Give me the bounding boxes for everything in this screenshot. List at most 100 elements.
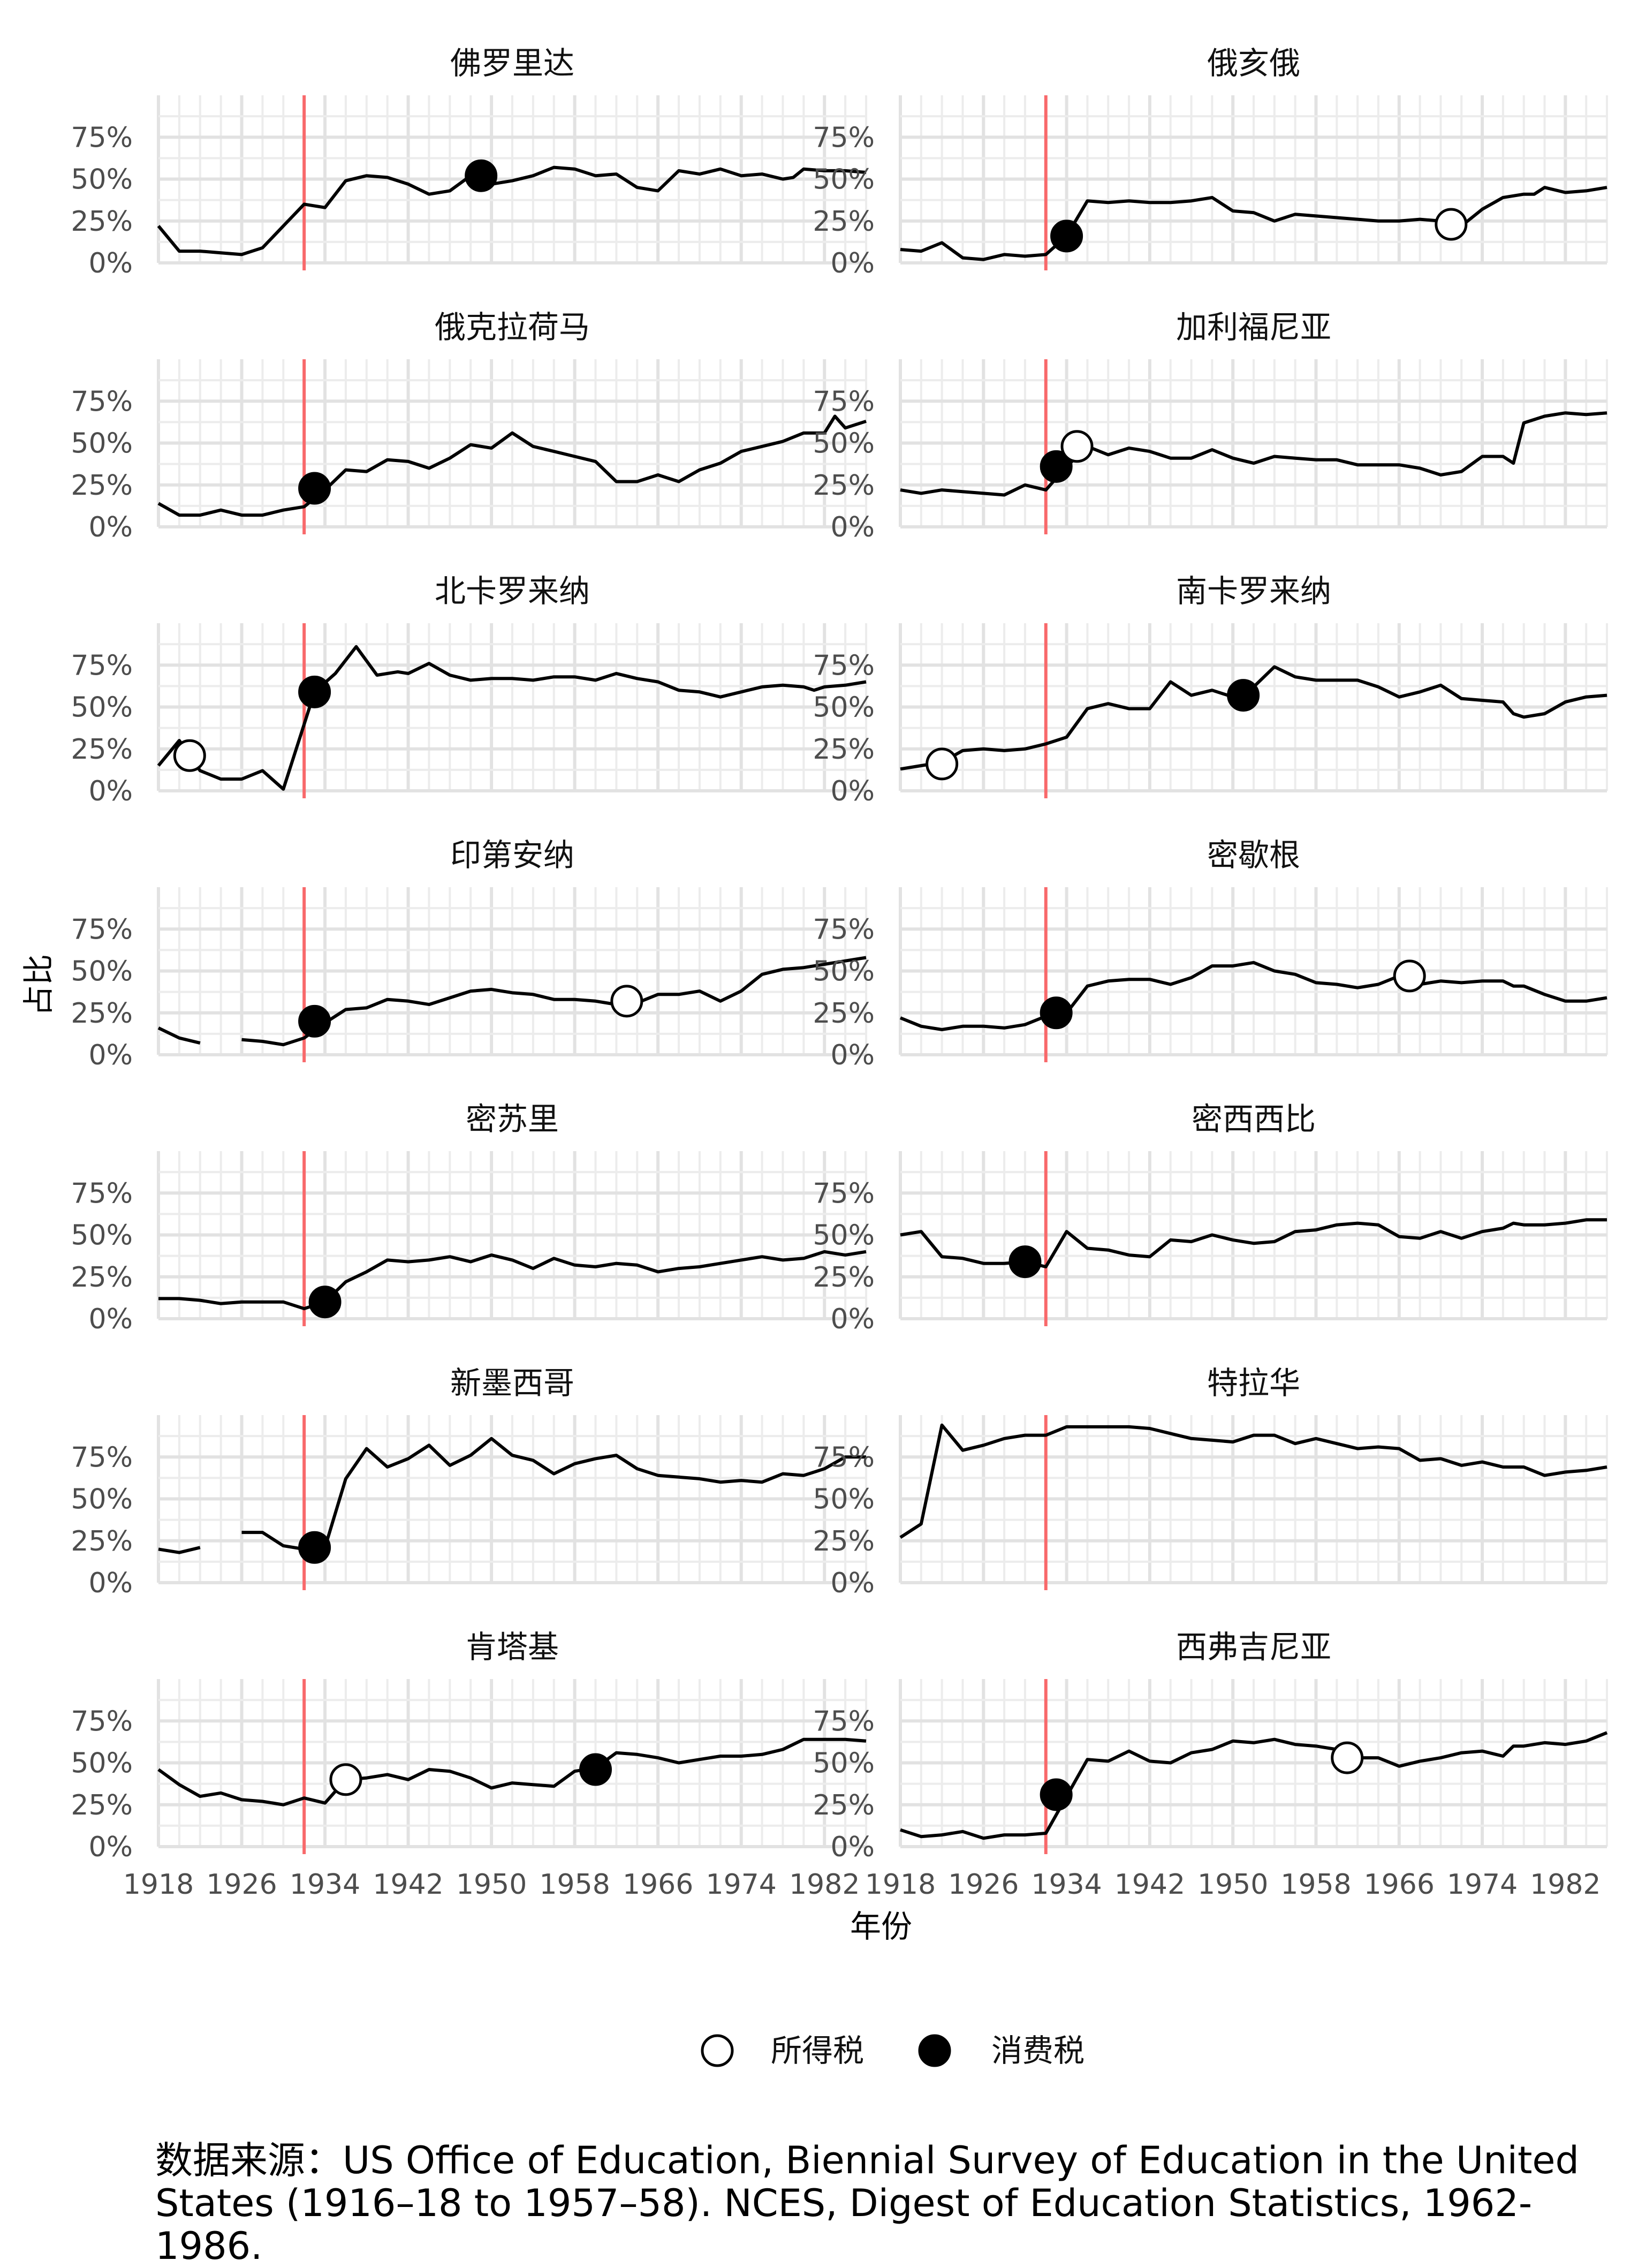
panel: 密歇根 0% 25% 50% 75% — [813, 837, 1608, 1071]
sales-tax-marker — [1050, 220, 1083, 253]
y-tick-label: 25% — [71, 1525, 133, 1558]
y-tick-label: 0% — [831, 511, 875, 543]
panel-title: 西弗吉尼亚 — [1176, 1629, 1331, 1665]
panel: 印第安纳 0% 25% 50% 75% — [71, 837, 867, 1071]
y-tick-label: 0% — [89, 1831, 133, 1863]
panel: 南卡罗来纳 0% 25% 50% 75% — [813, 573, 1608, 807]
series-line — [157, 1737, 867, 1806]
panel: 密苏里 0% 25% 50% 75% — [71, 1101, 867, 1335]
legend-label: 所得税 — [771, 2032, 864, 2069]
panel: 加利福尼亚 0% 25% 50% 75% — [813, 309, 1608, 543]
x-tick-label: 1966 — [623, 1869, 693, 1901]
y-tick-label: 25% — [71, 1789, 133, 1821]
panel: 佛罗里达 0% 25% 50% 75% — [71, 45, 867, 279]
panel-title: 俄亥俄 — [1207, 45, 1300, 81]
y-tick-label: 50% — [813, 1220, 875, 1252]
panel: 密西西比 0% 25% 50% 75% — [813, 1101, 1608, 1335]
y-tick-label: 25% — [813, 997, 875, 1030]
panel: 俄克拉荷马 0% 25% 50% 75% — [71, 309, 867, 543]
legend-label: 消费税 — [991, 2032, 1085, 2069]
legend-sales-tax-icon — [918, 2034, 951, 2067]
y-tick-label: 75% — [71, 385, 133, 418]
income-tax-marker — [1331, 1741, 1364, 1774]
y-tick-label: 50% — [813, 956, 875, 988]
x-tick-label: 1918 — [865, 1869, 936, 1901]
y-tick-label: 0% — [89, 775, 133, 807]
series-line — [900, 1731, 1608, 1840]
sales-tax-marker — [298, 675, 331, 708]
y-tick-label: 50% — [813, 428, 875, 460]
series-line — [900, 186, 1607, 261]
series-line — [158, 1437, 866, 1554]
y-tick-label: 0% — [831, 1831, 875, 1863]
sales-tax-marker — [579, 1753, 612, 1786]
x-tick-label: 1974 — [1447, 1869, 1518, 1901]
y-tick-label: 50% — [813, 692, 875, 724]
y-tick-label: 50% — [71, 1220, 133, 1252]
series-line — [900, 665, 1607, 771]
panel-title: 佛罗里达 — [450, 45, 574, 81]
y-tick-label: 75% — [813, 122, 875, 154]
y-tick-label: 25% — [813, 1789, 875, 1821]
sales-tax-marker — [308, 1286, 342, 1319]
panel-title: 南卡罗来纳 — [1176, 573, 1331, 609]
x-tick-label: 1934 — [1031, 1869, 1102, 1901]
x-tick-label: 1958 — [539, 1869, 610, 1901]
y-tick-label: 75% — [71, 649, 133, 682]
y-tick-label: 75% — [813, 649, 875, 682]
y-tick-label: 75% — [71, 913, 133, 946]
income-tax-marker — [173, 739, 206, 772]
x-tick-label: 1926 — [206, 1869, 277, 1901]
y-tick-label: 75% — [71, 1441, 133, 1473]
income-tax-marker — [926, 747, 959, 781]
y-tick-label: 75% — [813, 1177, 875, 1209]
sales-tax-marker — [1008, 1245, 1042, 1279]
y-tick-label: 25% — [71, 1261, 133, 1294]
panel: 肯塔基 0% 25% 50% 75% 1918 1926 1934 1942 1950 1958 19… — [71, 1629, 867, 1901]
panel-title: 加利福尼亚 — [1176, 309, 1331, 345]
sales-tax-marker — [298, 1004, 331, 1038]
y-tick-label: 75% — [813, 385, 875, 418]
y-tick-label: 25% — [813, 470, 875, 502]
sales-tax-marker — [298, 1531, 331, 1564]
series-line — [899, 961, 1607, 1031]
series-line — [900, 411, 1607, 497]
y-tick-label: 0% — [831, 1039, 875, 1071]
panel: 特拉华 0% 25% 50% 75% — [813, 1365, 1608, 1599]
y-tick-label: 25% — [71, 470, 133, 502]
y-tick-label: 0% — [89, 1303, 133, 1335]
income-tax-marker — [329, 1763, 362, 1796]
x-tick-label: 1950 — [1197, 1869, 1268, 1901]
x-tick-label: 1926 — [948, 1869, 1019, 1901]
x-tick-label: 1918 — [123, 1869, 194, 1901]
y-tick-label: 50% — [71, 1484, 133, 1516]
y-tick-label: 0% — [831, 1303, 875, 1335]
y-tick-label: 25% — [71, 206, 133, 238]
series-line — [157, 956, 867, 1047]
y-tick-label: 50% — [813, 164, 875, 196]
source-caption: 数据来源：US Office of Education, Biennial Su… — [155, 2138, 1579, 2268]
x-tick-label: 1982 — [1530, 1869, 1601, 1901]
y-tick-label: 50% — [71, 1748, 133, 1780]
sales-tax-marker — [465, 159, 498, 192]
y-tick-label: 0% — [89, 247, 133, 279]
y-tick-label: 25% — [813, 1261, 875, 1294]
sales-tax-marker — [1040, 450, 1073, 483]
panel-title: 北卡罗来纳 — [435, 573, 590, 609]
panel-title: 特拉华 — [1207, 1365, 1300, 1401]
y-tick-label: 50% — [71, 428, 133, 460]
sales-tax-marker — [1040, 996, 1073, 1030]
sales-tax-marker — [1040, 1778, 1073, 1811]
y-tick-label: 25% — [71, 997, 133, 1030]
panel-title: 新墨西哥 — [450, 1365, 574, 1401]
x-tick-label: 1934 — [290, 1869, 360, 1901]
series-line — [157, 645, 867, 791]
y-tick-label: 0% — [89, 1567, 133, 1599]
y-tick-label: 0% — [89, 511, 133, 543]
x-axis-label: 年份 — [850, 1908, 912, 1945]
panel-title: 俄克拉荷马 — [435, 309, 590, 345]
panel: 俄亥俄 0% 25% 50% 75% — [813, 45, 1608, 279]
panel-title: 印第安纳 — [450, 837, 574, 873]
series-line — [157, 165, 867, 256]
